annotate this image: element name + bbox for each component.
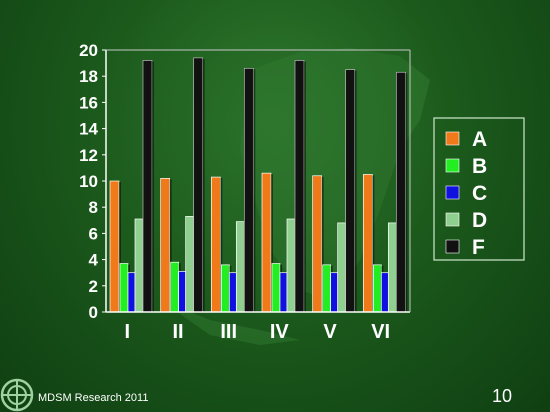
legend-swatch-b [445, 158, 460, 173]
bar-c-vi [380, 272, 389, 313]
bar-a-i [109, 180, 120, 313]
bar-shadow [152, 61, 154, 313]
bar-a-vi [362, 174, 373, 313]
y-tick-label: 0 [89, 303, 98, 322]
legend-label-f: F [472, 236, 485, 259]
bar-shadow [405, 73, 408, 313]
legend-swatch-a [445, 131, 460, 146]
bar-shadow [372, 175, 375, 312]
bar-d-iv [286, 218, 296, 313]
plot-background [106, 50, 410, 312]
bar-shadow [304, 61, 306, 313]
x-tick-label: IV [270, 321, 290, 343]
legend-swatch-d [445, 212, 460, 227]
bar-d-vi [387, 222, 397, 313]
bar-c-iv [279, 272, 288, 313]
bar-f-i [142, 60, 153, 313]
bar-shadow [354, 70, 357, 313]
bar-shadow [169, 179, 172, 312]
y-tick-label: 20 [79, 41, 98, 60]
bar-d-v [337, 222, 347, 313]
bar-a-ii [160, 178, 171, 313]
bar-f-iii [243, 67, 254, 313]
y-tick-label: 12 [79, 146, 98, 165]
y-tick-label: 14 [79, 120, 98, 139]
legend-box [433, 117, 525, 261]
legend-swatch-f [445, 239, 460, 254]
y-tick-label: 4 [89, 251, 99, 270]
bar-b-i [119, 263, 129, 313]
plot-area [106, 50, 410, 312]
legend-swatch-c [445, 185, 460, 200]
bar-c-i [127, 272, 136, 313]
bar-a-iv [261, 172, 272, 313]
bar-d-ii [185, 216, 195, 313]
bar-f-iv [294, 60, 305, 313]
y-tick-label: 18 [79, 67, 98, 86]
y-tick-label: 2 [89, 277, 98, 296]
bar-d-iii [235, 221, 245, 313]
bar-shadow [220, 178, 223, 312]
x-tick-label: III [220, 321, 237, 343]
bar-c-ii [178, 271, 187, 313]
bar-a-v [312, 175, 323, 313]
bar-shadow [119, 182, 121, 312]
legend-label-b: B [472, 155, 487, 178]
bar-b-iv [271, 263, 281, 313]
bar-b-iii [220, 264, 230, 313]
y-tick-label: 8 [89, 198, 98, 217]
bar-b-v [322, 264, 332, 313]
x-tick-labels: I II III IV V VI [125, 321, 391, 343]
y-tick-label: 16 [79, 93, 98, 112]
bar-a-iii [210, 176, 221, 313]
x-tick-label: II [172, 321, 183, 343]
bar-shadow [202, 58, 205, 312]
logo-icon [0, 378, 34, 412]
bar-f-ii [193, 57, 204, 313]
bar-shadow [253, 69, 256, 312]
bar-b-ii [170, 261, 180, 313]
bar-b-vi [372, 264, 382, 313]
bar-shadow [271, 174, 273, 312]
legend-label-d: D [472, 209, 487, 232]
x-tick-label: I [125, 321, 131, 343]
footer-source: MDSM Research 2011 [38, 392, 149, 404]
x-tick-label: VI [371, 321, 390, 343]
page-number: 10 [492, 386, 513, 406]
y-tick-labels: 0 2 4 6 8 10 12 14 16 18 20 [79, 41, 106, 322]
bar-c-v [330, 272, 339, 313]
y-tick-label: 6 [89, 224, 98, 243]
y-tick-label: 10 [79, 172, 98, 191]
legend-label-c: C [472, 182, 487, 205]
bar-c-iii [228, 272, 237, 313]
bar-group [109, 57, 408, 313]
bar-f-vi [395, 71, 406, 313]
bar-f-v [345, 69, 356, 313]
bar-shadow [321, 176, 324, 312]
x-tick-label: V [323, 321, 337, 343]
bar-d-i [134, 218, 144, 313]
legend-label-a: A [472, 128, 487, 151]
